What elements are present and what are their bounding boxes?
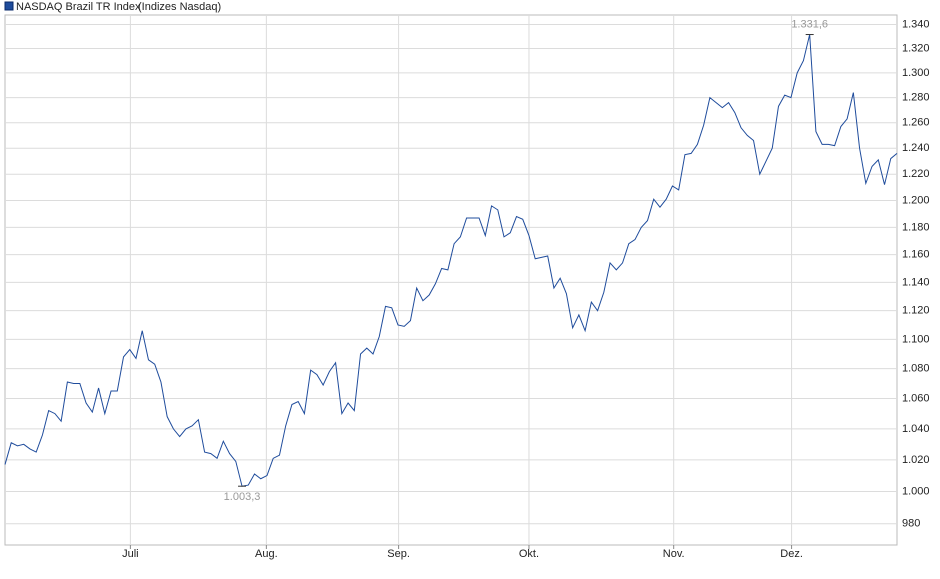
y-tick-label: 1.260 xyxy=(902,117,930,129)
y-tick-label: 1.160 xyxy=(902,249,930,261)
y-tick-label: 1.220 xyxy=(902,168,930,180)
x-tick-label: Okt. xyxy=(519,548,539,560)
y-tick-label: 1.120 xyxy=(902,305,930,317)
y-tick-label: 1.320 xyxy=(902,42,930,54)
y-tick-label: 1.200 xyxy=(902,194,930,206)
y-tick-label: 1.080 xyxy=(902,363,930,375)
source-label: (Indizes Nasdaq) xyxy=(138,1,221,13)
value-label: 1.331,6 xyxy=(791,18,828,30)
y-tick-label: 1.300 xyxy=(902,67,930,79)
y-tick-label: 1.240 xyxy=(902,142,930,154)
y-tick-label: 1.340 xyxy=(902,18,930,30)
y-tick-label: 1.000 xyxy=(902,485,930,497)
y-tick-label: 1.180 xyxy=(902,221,930,233)
y-tick-label: 1.020 xyxy=(902,454,930,466)
plot-frame xyxy=(4,14,898,546)
series-line xyxy=(4,34,898,487)
y-tick-label: 1.140 xyxy=(902,276,930,288)
x-tick-label: Nov. xyxy=(663,548,685,560)
y-tick-label: 1.060 xyxy=(902,392,930,404)
y-tick-label: 1.100 xyxy=(902,333,930,345)
x-tick-label: Sep. xyxy=(387,548,410,560)
x-tick-label: Aug. xyxy=(255,548,278,560)
x-tick-label: Dez. xyxy=(780,548,803,560)
value-label: 1.003,3 xyxy=(224,491,261,503)
y-tick-label: 1.280 xyxy=(902,91,930,103)
x-tick-label: Juli xyxy=(122,548,139,560)
y-tick-label: 1.040 xyxy=(902,423,930,435)
y-tick-label: 980 xyxy=(902,518,920,530)
legend-swatch xyxy=(4,1,14,11)
legend-label: NASDAQ Brazil TR Index xyxy=(16,1,141,13)
